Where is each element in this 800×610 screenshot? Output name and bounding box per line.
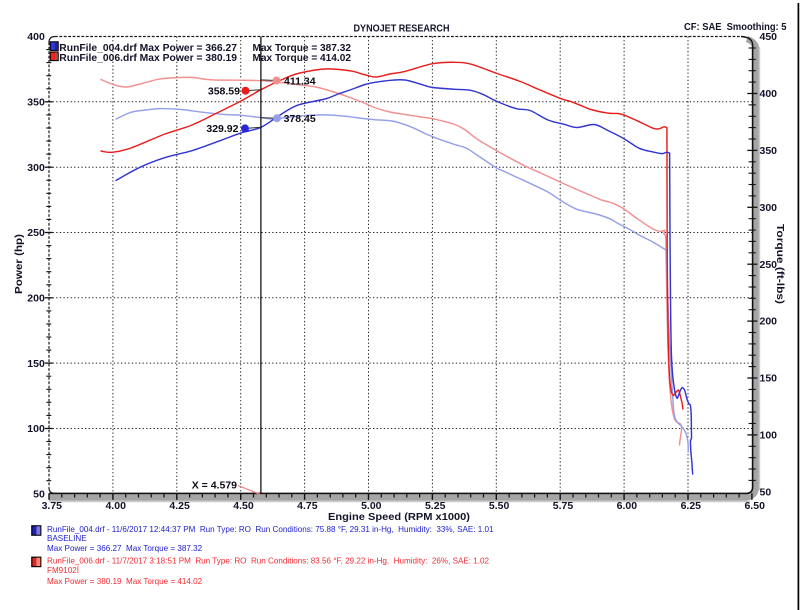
svg-text:X = 4.579: X = 4.579	[192, 480, 237, 492]
svg-text:450: 450	[760, 31, 778, 43]
svg-text:4.00: 4.00	[105, 500, 126, 512]
svg-text:378.45: 378.45	[284, 113, 316, 125]
svg-text:Max Power = 380.19 Max Torque: Max Power = 380.19 Max Torque = 414.02	[47, 577, 203, 586]
svg-text:3.75: 3.75	[42, 500, 63, 512]
svg-text:100: 100	[27, 423, 45, 435]
svg-text:Torque (ft-lbs): Torque (ft-lbs)	[774, 224, 786, 304]
svg-text:150: 150	[760, 373, 778, 385]
svg-text:RunFile_004.drf Max Power = 36: RunFile_004.drf Max Power = 366.27	[59, 43, 237, 54]
svg-text:250: 250	[760, 259, 778, 271]
svg-text:DYNOJET RESEARCH: DYNOJET RESEARCH	[354, 23, 450, 35]
svg-text:100: 100	[760, 430, 778, 442]
svg-text:5.50: 5.50	[489, 500, 510, 512]
svg-text:350: 350	[27, 96, 45, 108]
svg-text:150: 150	[27, 358, 45, 370]
svg-text:5.25: 5.25	[425, 500, 446, 512]
svg-text:Max Power = 366.27 Max Torque: Max Power = 366.27 Max Torque = 387.32	[47, 544, 203, 553]
svg-text:4.50: 4.50	[233, 500, 254, 512]
svg-text:Max Torque = 387.32: Max Torque = 387.32	[253, 43, 352, 54]
svg-text:50: 50	[760, 486, 772, 498]
svg-text:358.59: 358.59	[208, 86, 240, 98]
svg-text:250: 250	[27, 227, 45, 239]
svg-text:6.25: 6.25	[681, 500, 702, 512]
svg-text:RunFile_006.drf - 11/7/2017 3:: RunFile_006.drf - 11/7/2017 3:18:51 PM R…	[47, 557, 490, 566]
svg-text:6.50: 6.50	[744, 500, 765, 512]
svg-text:329.92: 329.92	[206, 123, 238, 135]
svg-text:5.75: 5.75	[553, 500, 574, 512]
svg-text:200: 200	[27, 292, 45, 304]
svg-text:RunFile_004.drf - 11/6/2017 12: RunFile_004.drf - 11/6/2017 12:44:37 PM …	[47, 525, 494, 534]
svg-text:411.34: 411.34	[284, 76, 316, 88]
svg-text:FM9102Í: FM9102Í	[47, 566, 80, 575]
svg-text:200: 200	[760, 316, 778, 328]
svg-text:RunFile_006.drf Max Power = 38: RunFile_006.drf Max Power = 380.19	[59, 53, 237, 64]
svg-text:300: 300	[760, 202, 778, 214]
svg-text:Max Torque = 414.02: Max Torque = 414.02	[253, 53, 352, 64]
svg-text:350: 350	[760, 145, 778, 157]
svg-text:400: 400	[27, 31, 45, 43]
svg-text:CF: SAE Smoothing: 5: CF: SAE Smoothing: 5	[684, 21, 787, 33]
svg-text:4.75: 4.75	[297, 500, 318, 512]
svg-text:300: 300	[27, 162, 45, 174]
svg-text:400: 400	[760, 88, 778, 100]
svg-text:6.00: 6.00	[617, 500, 638, 512]
svg-text:Power (hp): Power (hp)	[13, 234, 25, 294]
svg-text:BASELINE: BASELINE	[47, 534, 87, 543]
svg-text:5.00: 5.00	[361, 500, 382, 512]
svg-text:50: 50	[33, 488, 45, 500]
svg-text:4.25: 4.25	[169, 500, 190, 512]
svg-text:Engine Speed (RPM x1000): Engine Speed (RPM x1000)	[328, 511, 470, 523]
